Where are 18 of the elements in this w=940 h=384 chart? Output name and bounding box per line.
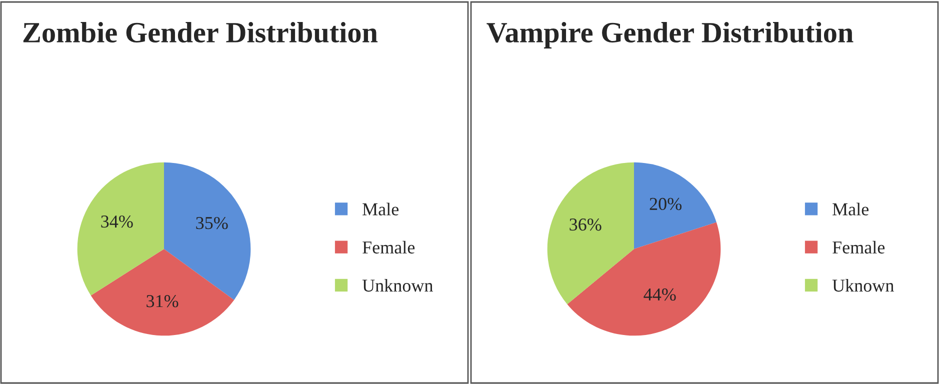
data-label: 35% [196,216,228,230]
legend-label: Male [832,202,869,216]
data-label: 20% [650,198,682,210]
legend-label: Female [832,240,885,254]
pie-slice [547,162,634,304]
data-label: 34% [101,215,133,228]
data-label: 31% [146,295,178,308]
legend-label: Female [362,240,415,254]
pie-slice [90,249,234,336]
pie-slice [77,162,164,296]
legend-label: Uknown [832,279,894,292]
legend-label: Male [362,202,399,216]
pie-slice [634,162,716,249]
data-label: 44% [644,288,676,301]
chart-title: Vampire Gender Distribution [486,22,854,48]
chart-title: Zombie Gender Distribution [23,22,378,43]
data-label: 36% [570,218,602,231]
legend-label: Unknown [362,279,433,292]
